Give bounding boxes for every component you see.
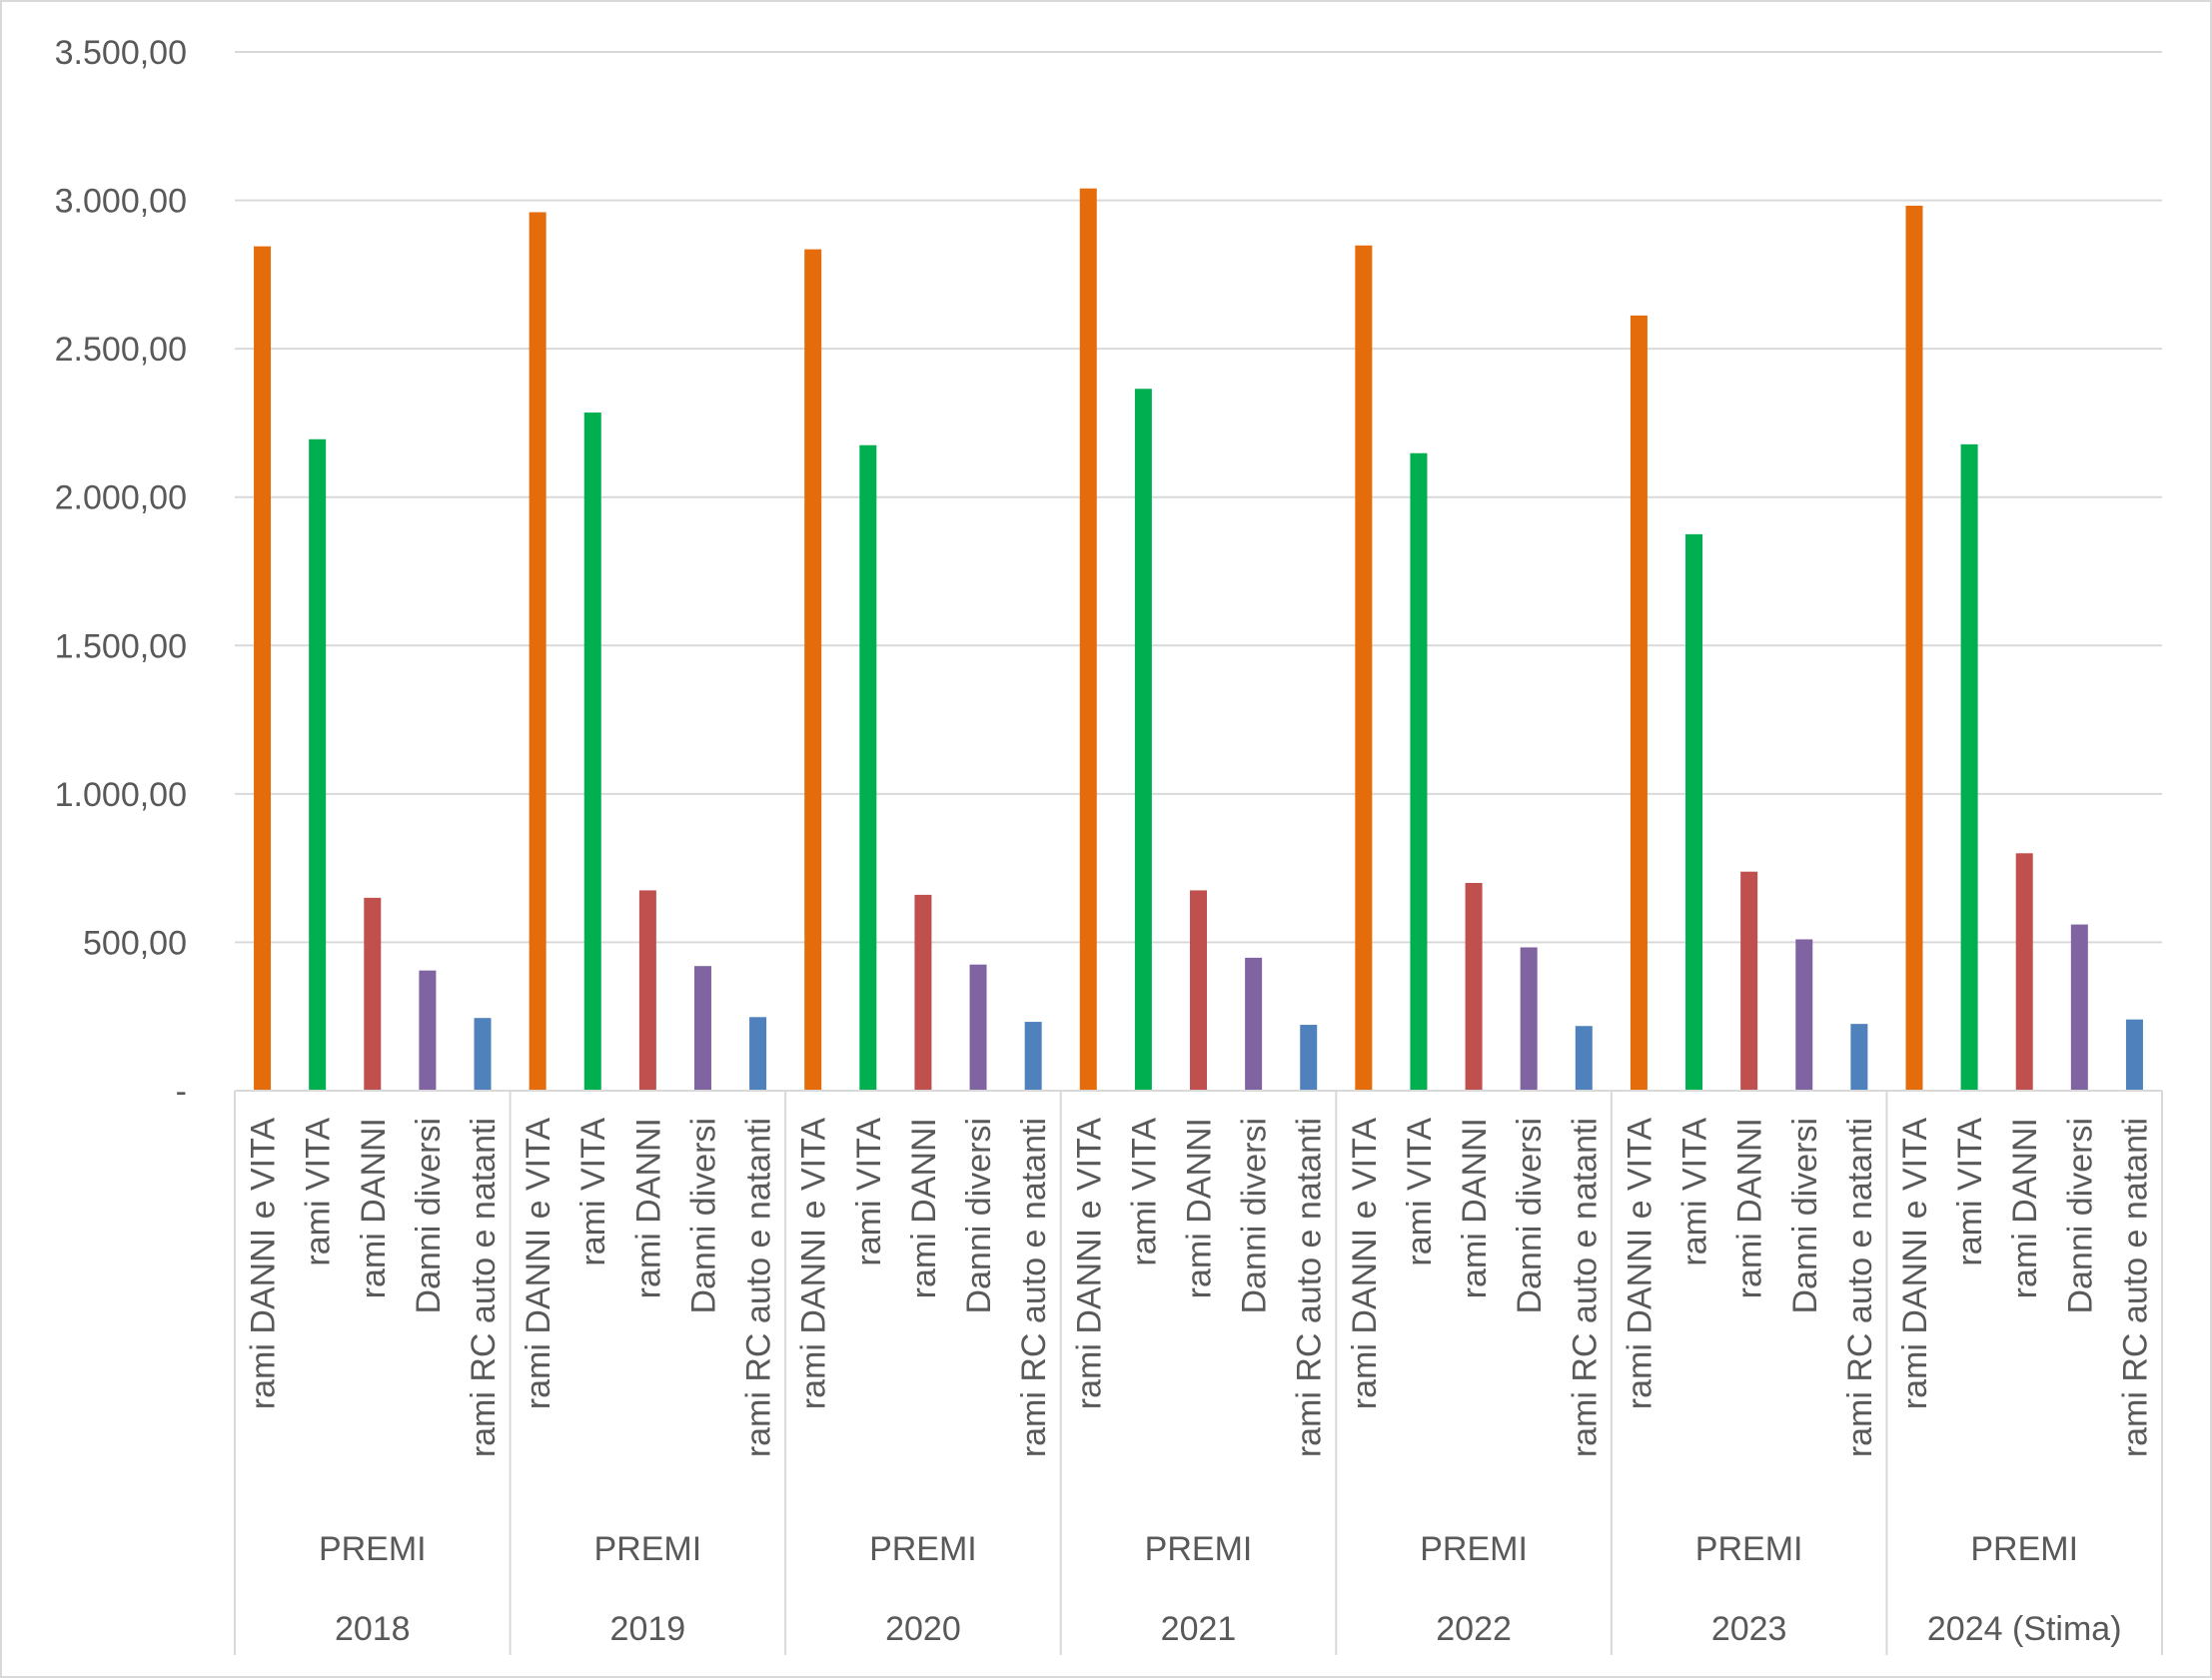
bar-2020-4 [1024,1022,1042,1091]
category-label: rami DANNI [2006,1118,2044,1298]
category-label: rami RC auto e natanti [1841,1118,1879,1457]
category-label: Danni diversi [960,1118,998,1314]
category-label: rami RC auto e natanti [465,1118,503,1457]
y-tick-label: 2.000,00 [55,479,187,517]
category-label: rami DANNI e VITA [1346,1118,1384,1410]
y-tick-label: 1.000,00 [55,776,187,814]
category-label: Danni diversi [410,1118,448,1314]
category-label: rami RC auto e natanti [1015,1118,1053,1457]
bar-2018-2 [364,897,382,1091]
y-tick-label: 3.500,00 [55,34,187,72]
y-tick-label: 500,00 [83,924,187,962]
group-label-year: 2024 (Stima) [1927,1610,2122,1648]
category-label: rami VITA [1125,1118,1163,1266]
y-tick-label: - [176,1073,187,1111]
bar-2020-1 [859,444,877,1091]
category-label: rami VITA [1951,1118,1989,1266]
category-label: Danni diversi [1236,1118,1274,1314]
bar-2018-3 [419,970,437,1091]
bar-2023-1 [1685,533,1703,1091]
category-label: rami DANNI e VITA [795,1118,833,1410]
bar-2023-4 [1850,1024,1868,1091]
bar-2022-4 [1575,1026,1593,1091]
category-label: rami RC auto e natanti [1566,1118,1604,1457]
category-label: Danni diversi [684,1118,722,1314]
bar-2018-1 [309,438,327,1091]
group-label-year: 2022 [1436,1610,1512,1648]
category-label: rami VITA [300,1118,338,1266]
category-label: Danni diversi [1511,1118,1549,1314]
bar-2022-1 [1410,452,1428,1091]
y-tick-label: 3.000,00 [55,183,187,221]
bar-2018-4 [474,1018,492,1091]
group-label-premi: PREMI [1970,1530,2078,1568]
category-label: rami DANNI [1731,1118,1769,1298]
category-label: rami DANNI [1456,1118,1494,1298]
category-label: rami DANNI e VITA [1621,1118,1659,1410]
bar-2019-4 [749,1017,767,1091]
y-tick-label: 1.500,00 [55,627,187,665]
category-label: rami RC auto e natanti [2116,1118,2154,1457]
category-label: Danni diversi [1786,1118,1824,1314]
bar-2024Stima-0 [1905,205,1923,1092]
group-label-premi: PREMI [1420,1530,1528,1568]
y-tick-label: 2.500,00 [55,331,187,369]
bar-2023-0 [1630,315,1648,1091]
group-label-premi: PREMI [319,1530,427,1568]
group-label-premi: PREMI [869,1530,977,1568]
bar-2024Stima-4 [2125,1019,2143,1091]
bar-2019-2 [638,890,656,1091]
bar-2021-3 [1245,957,1263,1091]
bar-2020-0 [804,249,822,1092]
group-label-year: 2020 [885,1610,961,1648]
category-label: rami RC auto e natanti [1291,1118,1329,1457]
bar-2020-3 [969,964,987,1091]
bar-2019-0 [529,212,547,1091]
bar-2022-2 [1465,883,1483,1091]
group-label-premi: PREMI [1695,1530,1803,1568]
bar-2024Stima-2 [2015,853,2033,1091]
group-label-premi: PREMI [594,1530,702,1568]
group-label-year: 2023 [1711,1610,1787,1648]
category-label: rami DANNI [1181,1118,1219,1298]
category-label: rami DANNI e VITA [1896,1118,1934,1410]
group-label-premi: PREMI [1145,1530,1253,1568]
bar-2020-2 [914,894,932,1091]
category-label: rami VITA [1401,1118,1439,1266]
bar-2024Stima-3 [2070,924,2088,1091]
bar-2024Stima-1 [1960,443,1978,1091]
category-label: rami DANNI e VITA [1070,1118,1108,1410]
category-label: rami DANNI [355,1118,393,1298]
bar-2021-2 [1190,890,1207,1091]
bar-2019-3 [693,966,711,1091]
group-label-year: 2021 [1161,1610,1237,1648]
category-label: rami VITA [574,1118,612,1266]
bar-2021-4 [1300,1025,1318,1091]
bar-2023-3 [1795,939,1813,1091]
bar-2021-1 [1134,389,1152,1091]
bar-2022-3 [1520,947,1538,1091]
category-label: rami DANNI [905,1118,943,1298]
category-label: rami DANNI e VITA [520,1118,557,1410]
bar-2018-0 [254,246,272,1092]
bar-2023-2 [1740,871,1758,1091]
bar-2022-0 [1355,245,1373,1092]
category-label: rami DANNI [629,1118,667,1298]
bar-2019-1 [583,413,601,1091]
group-label-year: 2019 [610,1610,686,1648]
group-label-year: 2018 [335,1610,411,1648]
bar-2021-0 [1079,188,1097,1091]
category-label: rami DANNI e VITA [245,1118,283,1410]
category-label: rami VITA [850,1118,888,1266]
category-label: rami RC auto e natanti [740,1118,778,1457]
category-label: rami VITA [1676,1118,1714,1266]
category-label: Danni diversi [2061,1118,2099,1314]
